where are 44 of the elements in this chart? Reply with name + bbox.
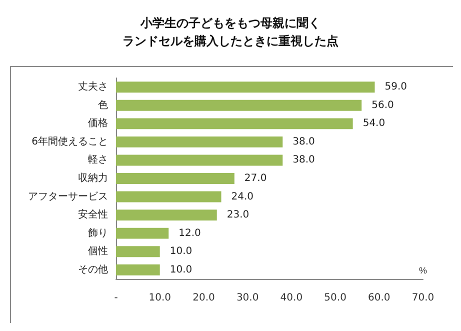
data-label: 12.0 [178,228,201,239]
data-label: 27.0 [244,173,267,184]
data-label: 24.0 [231,191,254,202]
data-label: 54.0 [362,118,386,130]
y-tick-label: アフターサービス [28,191,108,202]
bar [116,210,217,221]
y-tick-label: 6年間使えること [32,135,108,148]
bar [116,191,222,202]
y-tick-label: 価格 [88,117,108,130]
x-tick-label: 60.0 [368,292,390,304]
chart-title: 小学生の子どもをもつ母親に聞く [140,16,320,30]
y-tick-label: 軽さ [88,154,108,166]
data-label: 10.0 [170,246,192,258]
y-tick-label: 安全性 [78,208,108,221]
bar [116,264,160,276]
y-tick-label: 色 [98,98,108,111]
data-label: 38.0 [292,136,315,148]
bar [116,100,362,111]
x-tick-label: 70.0 [412,292,434,304]
bar [116,154,283,166]
data-label: 23.0 [226,210,250,221]
bar [116,246,160,258]
x-tick-label: 40.0 [280,292,303,304]
bar [116,173,234,184]
bar [116,82,375,93]
y-tick-label: 飾り [88,228,108,239]
x-tick-label: 50.0 [324,292,346,304]
bar [116,136,283,148]
x-axis-title: % [418,266,427,276]
data-label: 56.0 [372,100,394,111]
y-tick-label: その他 [78,263,108,276]
data-label: 10.0 [170,264,192,276]
y-tick-label: 収納力 [78,172,108,184]
chart-subtitle: ランドセルを購入したときに重視した点 [122,34,338,48]
data-label: 38.0 [292,154,315,166]
x-tick-label: 10.0 [148,292,171,304]
x-tick-label: - [114,292,118,304]
x-tick-label: 30.0 [236,292,259,304]
x-tick-label: 20.0 [192,292,215,304]
y-tick-label: 丈夫さ [78,80,108,93]
bar [116,118,353,130]
y-tick-label: 個性 [88,245,108,258]
bar [116,228,169,239]
data-label: 59.0 [384,82,408,93]
